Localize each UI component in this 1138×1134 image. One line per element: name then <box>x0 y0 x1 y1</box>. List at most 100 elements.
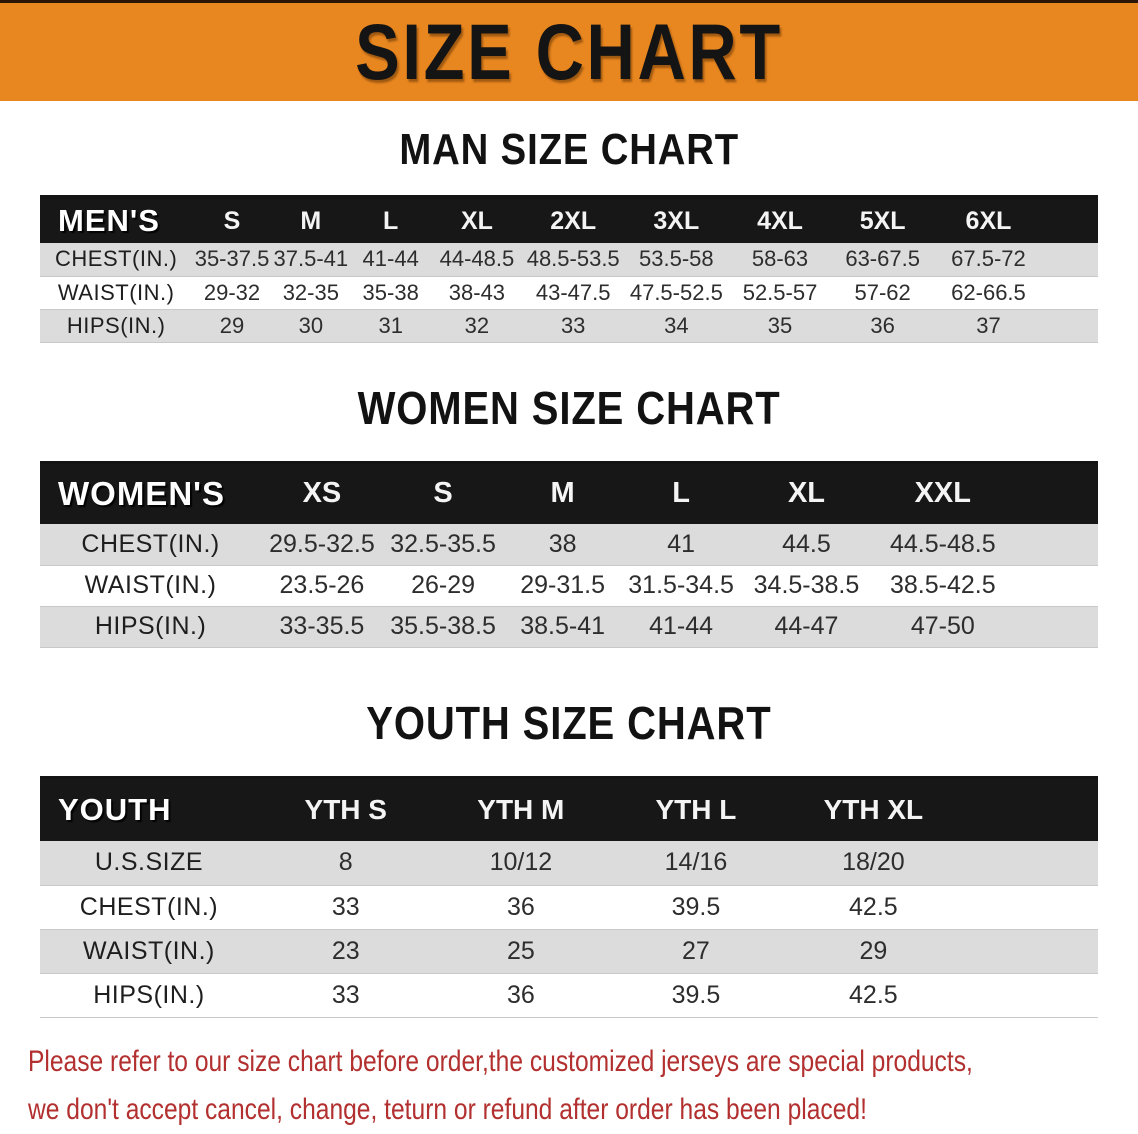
size-cell: 47-50 <box>872 606 1098 648</box>
women-group-label: WOMEN'S <box>58 474 226 512</box>
youth-section-title: YOUTH SIZE CHART <box>0 696 1138 750</box>
men-header-row: MEN'S S M L XL 2XL 3XL 4XL 5XL 6XL <box>40 196 1098 243</box>
men-size-table: MEN'S S M L XL 2XL 3XL 4XL 5XL 6XL CHEST… <box>40 195 1098 343</box>
size-cell: 52.5-57 <box>728 276 832 310</box>
size-cell: 23 <box>257 929 434 974</box>
size-cell: 33 <box>522 309 624 343</box>
size-cell: 39.5 <box>608 885 784 930</box>
size-cell: 31 <box>349 309 432 343</box>
size-cell: 10/12 <box>433 841 609 886</box>
size-cell: 39.5 <box>608 973 784 1018</box>
row-label: U.S.SIZE <box>40 841 258 886</box>
size-cell: 29.5-32.5 <box>261 524 383 566</box>
men-chest-row: CHEST(IN.) 35-37.5 37.5-41 41-44 44-48.5… <box>40 243 1098 277</box>
size-cell: 62-66.5 <box>933 276 1098 310</box>
size-cell: 29-32 <box>192 276 272 310</box>
size-cell: 33 <box>257 885 434 930</box>
row-label: HIPS(IN.) <box>40 973 258 1018</box>
men-size-header: 6XL <box>933 196 1098 243</box>
women-waist-row: WAIST(IN.) 23.5-26 26-29 29-31.5 31.5-34… <box>40 565 1098 607</box>
men-section-title-text: MAN SIZE CHART <box>399 125 739 174</box>
youth-waist-row: WAIST(IN.) 23 25 27 29 <box>40 929 1098 974</box>
row-label: WAIST(IN.) <box>40 276 193 310</box>
size-cell: 36 <box>831 309 934 343</box>
youth-size-header: YTH L <box>655 793 737 825</box>
size-cell: 38.5-42.5 <box>872 565 1098 607</box>
size-cell: 34 <box>623 309 729 343</box>
men-size-header: L <box>349 196 432 243</box>
size-cell: 38 <box>503 524 622 566</box>
women-header-row: WOMEN'S XS S M L XL XXL <box>40 462 1098 524</box>
size-cell: 32.5-35.5 <box>382 524 504 566</box>
size-cell: 29 <box>192 309 272 343</box>
men-section-title: MAN SIZE CHART <box>0 125 1138 175</box>
row-label: HIPS(IN.) <box>40 606 262 648</box>
women-chest-row: CHEST(IN.) 29.5-32.5 32.5-35.5 38 41 44.… <box>40 524 1098 566</box>
women-hips-row: HIPS(IN.) 33-35.5 35.5-38.5 38.5-41 41-4… <box>40 606 1098 648</box>
size-cell: 58-63 <box>728 243 832 277</box>
size-cell: 44-47 <box>740 606 873 648</box>
youth-size-table: YOUTH YTH S YTH M YTH L YTH XL U.S.SIZE … <box>40 775 1098 1018</box>
size-cell: 41-44 <box>621 606 741 648</box>
men-size-header: 2XL <box>522 196 624 243</box>
row-label: WAIST(IN.) <box>40 929 258 974</box>
men-hips-row: HIPS(IN.) 29 30 31 32 33 34 35 36 37 <box>40 309 1098 343</box>
size-cell: 67.5-72 <box>933 243 1098 277</box>
size-cell: 42.5 <box>783 885 1098 930</box>
size-cell: 32-35 <box>271 276 350 310</box>
size-cell: 33 <box>257 973 434 1018</box>
size-cell: 27 <box>608 929 784 974</box>
youth-size-header: YTH XL <box>823 793 924 825</box>
men-size-header: 5XL <box>831 196 934 243</box>
size-cell: 57-62 <box>831 276 934 310</box>
women-size-header: XXL <box>914 477 971 510</box>
men-size-header: XL <box>431 196 523 243</box>
row-label: HIPS(IN.) <box>40 309 193 343</box>
size-cell: 35-37.5 <box>192 243 272 277</box>
youth-hips-row: HIPS(IN.) 33 36 39.5 42.5 <box>40 973 1098 1018</box>
size-cell: 35 <box>728 309 832 343</box>
size-cell: 48.5-53.5 <box>522 243 624 277</box>
men-size-header: S <box>192 196 272 243</box>
youth-section-title-text: YOUTH SIZE CHART <box>366 696 772 749</box>
men-group-label: MEN'S <box>40 196 193 243</box>
size-cell: 33-35.5 <box>261 606 383 648</box>
size-cell: 47.5-52.5 <box>623 276 729 310</box>
women-size-header: XL <box>787 477 825 510</box>
women-section-title: WOMEN SIZE CHART <box>0 381 1138 435</box>
women-size-header: S <box>433 477 453 510</box>
women-size-header: XS <box>302 477 342 510</box>
size-cell: 37.5-41 <box>271 243 350 277</box>
row-label: WAIST(IN.) <box>40 565 262 607</box>
row-label: CHEST(IN.) <box>40 885 258 930</box>
size-cell: 36 <box>433 973 609 1018</box>
youth-ussize-row: U.S.SIZE 8 10/12 14/16 18/20 <box>40 841 1098 886</box>
youth-size-header: YTH S <box>304 793 387 825</box>
size-cell: 37 <box>933 309 1098 343</box>
size-cell: 38-43 <box>431 276 523 310</box>
size-cell: 23.5-26 <box>261 565 383 607</box>
size-cell: 36 <box>433 885 609 930</box>
size-cell: 25 <box>433 929 609 974</box>
youth-size-header: YTH M <box>477 793 565 825</box>
row-label: CHEST(IN.) <box>40 243 193 277</box>
size-cell: 32 <box>431 309 523 343</box>
order-policy-line-2: we don't accept cancel, change, teturn o… <box>28 1092 867 1126</box>
size-cell: 29 <box>783 929 1098 974</box>
size-chart-banner: SIZE CHART <box>0 0 1138 101</box>
men-waist-row: WAIST(IN.) 29-32 32-35 35-38 38-43 43-47… <box>40 276 1098 310</box>
size-cell: 31.5-34.5 <box>621 565 741 607</box>
men-size-header: 4XL <box>728 196 832 243</box>
youth-chest-row: CHEST(IN.) 33 36 39.5 42.5 <box>40 885 1098 930</box>
banner-title: SIZE CHART <box>355 7 783 97</box>
size-cell: 29-31.5 <box>503 565 622 607</box>
women-size-header: L <box>672 477 690 510</box>
size-cell: 44.5 <box>740 524 873 566</box>
women-size-header: M <box>550 477 575 510</box>
youth-group-label: YOUTH <box>58 791 172 827</box>
size-cell: 63-67.5 <box>831 243 934 277</box>
size-cell: 44.5-48.5 <box>872 524 1098 566</box>
women-size-table: WOMEN'S XS S M L XL XXL CHEST(IN.) 29.5-… <box>40 460 1098 648</box>
size-cell: 53.5-58 <box>623 243 729 277</box>
size-cell: 26-29 <box>382 565 504 607</box>
